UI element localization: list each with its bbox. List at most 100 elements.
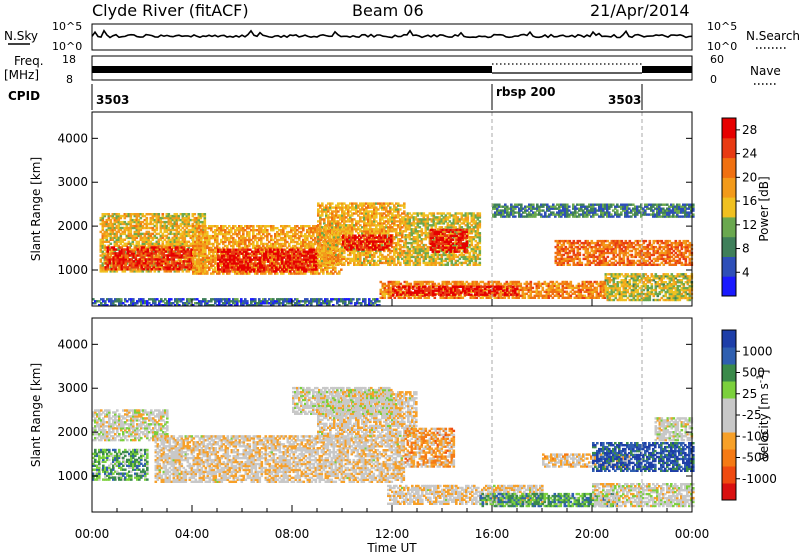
heat-cell bbox=[300, 230, 303, 234]
heat-cell bbox=[142, 246, 146, 249]
heat-cell bbox=[218, 246, 221, 250]
heat-cell bbox=[292, 244, 295, 248]
heat-cell bbox=[386, 238, 389, 241]
heat-cell bbox=[283, 252, 286, 255]
heat-cell bbox=[371, 206, 374, 209]
heat-cell bbox=[349, 251, 352, 255]
heat-cell bbox=[194, 260, 197, 263]
heat-cell bbox=[171, 226, 175, 230]
heat-cell bbox=[191, 213, 195, 216]
heat-cell bbox=[346, 244, 349, 247]
heat-cell bbox=[155, 216, 159, 220]
heat-cell bbox=[406, 226, 410, 229]
heat-cell bbox=[317, 245, 320, 249]
heat-cell bbox=[325, 204, 328, 207]
heat-cell bbox=[161, 244, 165, 247]
heat-cell bbox=[381, 232, 384, 235]
heat-cell bbox=[383, 249, 386, 253]
heat-cell bbox=[184, 266, 188, 269]
heat-cell bbox=[198, 270, 201, 273]
heat-cell bbox=[177, 270, 181, 273]
heat-cell bbox=[351, 226, 354, 229]
heat-cell bbox=[304, 234, 307, 238]
heat-cell bbox=[408, 226, 412, 229]
heat-cell bbox=[357, 259, 360, 263]
heat-cell bbox=[315, 252, 318, 255]
heat-cell bbox=[249, 266, 252, 269]
heat-cell bbox=[280, 246, 283, 250]
heat-cell bbox=[128, 264, 132, 267]
heat-cell bbox=[200, 272, 203, 275]
heat-cell bbox=[371, 253, 374, 257]
heat-cell bbox=[390, 242, 393, 245]
heat-cell bbox=[383, 228, 386, 231]
heat-cell bbox=[347, 210, 350, 213]
heat-cell bbox=[333, 238, 336, 241]
heat-cell bbox=[298, 227, 301, 230]
heat-cell bbox=[259, 258, 262, 261]
heat-cell bbox=[282, 238, 285, 242]
heat-cell bbox=[291, 264, 294, 267]
heat-cell bbox=[349, 259, 352, 263]
heat-cell bbox=[373, 238, 376, 241]
heat-cell bbox=[403, 204, 406, 207]
heat-cell bbox=[202, 252, 205, 256]
heat-cell bbox=[322, 264, 325, 267]
heat-cell bbox=[133, 270, 137, 273]
heat-cell bbox=[105, 228, 109, 232]
heat-cell bbox=[139, 216, 143, 220]
heat-cell bbox=[306, 242, 309, 246]
heat-cell bbox=[223, 262, 226, 265]
heat-cell bbox=[203, 220, 207, 224]
heat-cell bbox=[190, 262, 194, 265]
heat-cell bbox=[140, 246, 144, 249]
heat-cell bbox=[229, 264, 232, 267]
heat-cell bbox=[109, 218, 113, 222]
heat-cell bbox=[420, 245, 424, 249]
heat-cell bbox=[351, 218, 354, 221]
heat-cell bbox=[159, 234, 163, 238]
heat-cell bbox=[410, 249, 414, 253]
heat-cell bbox=[440, 214, 444, 217]
heat-cell bbox=[169, 218, 173, 222]
heat-cell bbox=[199, 250, 203, 253]
heat-cell bbox=[245, 262, 248, 265]
heat-cell bbox=[369, 222, 372, 225]
heat-cell bbox=[232, 238, 235, 242]
heat-cell bbox=[371, 204, 374, 207]
heat-cell bbox=[375, 249, 378, 253]
heat-cell bbox=[177, 218, 181, 222]
heat-cell bbox=[289, 258, 292, 261]
heat-cell bbox=[432, 214, 436, 217]
heat-cell bbox=[330, 272, 333, 275]
heat-cell bbox=[227, 250, 230, 253]
heat-cell bbox=[191, 242, 195, 245]
heat-cell bbox=[363, 220, 366, 223]
heat-cell bbox=[191, 228, 195, 232]
heat-cell bbox=[106, 260, 110, 263]
heat-cell bbox=[335, 210, 338, 213]
heat-cell bbox=[247, 248, 250, 251]
heat-cell bbox=[373, 224, 376, 227]
heat-cell bbox=[106, 250, 110, 253]
heat-cell bbox=[454, 255, 458, 259]
heat-cell bbox=[105, 213, 109, 216]
heat-cell bbox=[136, 260, 140, 263]
heat-cell bbox=[438, 218, 442, 221]
heat-cell bbox=[440, 263, 444, 266]
heat-cell bbox=[107, 226, 111, 230]
heat-cell bbox=[257, 248, 260, 251]
heat-cell bbox=[373, 218, 376, 221]
heat-cell bbox=[385, 259, 388, 263]
heat-cell bbox=[261, 270, 264, 273]
heat-cell bbox=[262, 230, 265, 234]
heat-cell bbox=[143, 232, 147, 236]
heat-cell bbox=[214, 238, 217, 242]
heat-cell bbox=[212, 252, 215, 256]
heat-cell bbox=[267, 260, 270, 263]
heat-cell bbox=[381, 222, 384, 225]
heat-cell bbox=[201, 214, 205, 218]
heat-cell bbox=[304, 236, 307, 240]
heat-cell bbox=[360, 248, 363, 251]
heat-cell bbox=[151, 226, 155, 230]
